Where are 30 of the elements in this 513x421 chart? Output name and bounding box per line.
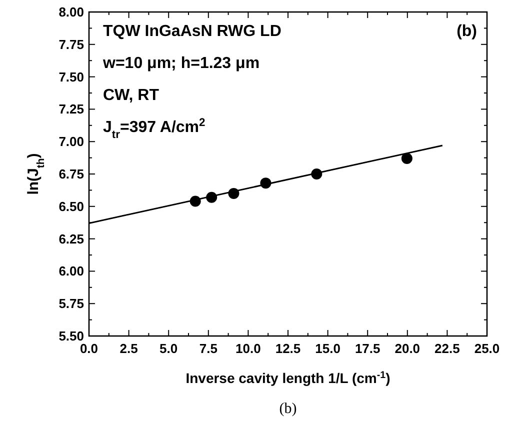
x-tick-label: 12.5 bbox=[275, 341, 301, 356]
y-tick-label: 7.25 bbox=[58, 102, 84, 117]
y-tick-label: 5.75 bbox=[58, 296, 84, 312]
annotation: w=10 μm; h=1.23 μm bbox=[102, 55, 260, 72]
x-tick-label: 17.5 bbox=[354, 341, 380, 356]
x-tick-label: 0.0 bbox=[80, 341, 98, 356]
y-tick-label: 6.50 bbox=[58, 198, 84, 214]
y-tick-label: 8.00 bbox=[58, 4, 84, 20]
x-tick-label: 10.0 bbox=[236, 341, 261, 356]
x-tick-label: 20.0 bbox=[394, 341, 420, 356]
x-tick-label: 2.5 bbox=[120, 341, 138, 356]
x-axis-title: Inverse cavity length 1/L (cm$^{-1}$) bbox=[186, 370, 390, 386]
annotation: TQW InGaAsN RWG LD bbox=[103, 23, 282, 40]
y-tick-label: 6.75 bbox=[58, 166, 84, 182]
y-tick-label: 7.75 bbox=[58, 36, 84, 52]
x-tick-label: 25.0 bbox=[474, 341, 500, 356]
x-tick-label: 22.5 bbox=[434, 341, 460, 356]
y-tick-label: 5.50 bbox=[58, 328, 84, 344]
text: (b) bbox=[279, 401, 297, 417]
y-tick-label: 7.50 bbox=[58, 69, 84, 84]
annotation: CW, RT bbox=[103, 87, 160, 104]
y-tick-label: 7.00 bbox=[58, 134, 84, 150]
x-tick-label: 15.0 bbox=[315, 341, 340, 356]
annotation: (b) bbox=[456, 23, 477, 40]
point bbox=[401, 152, 412, 164]
y-tick-label: 6.00 bbox=[58, 264, 84, 279]
x-tick-label: 5.0 bbox=[160, 341, 178, 356]
annotation: J$_{tr}$=397 A/cm$^{2}$ bbox=[103, 117, 206, 141]
y-tick-label: 6.25 bbox=[58, 231, 84, 246]
x-tick-label: 7.5 bbox=[199, 341, 218, 356]
